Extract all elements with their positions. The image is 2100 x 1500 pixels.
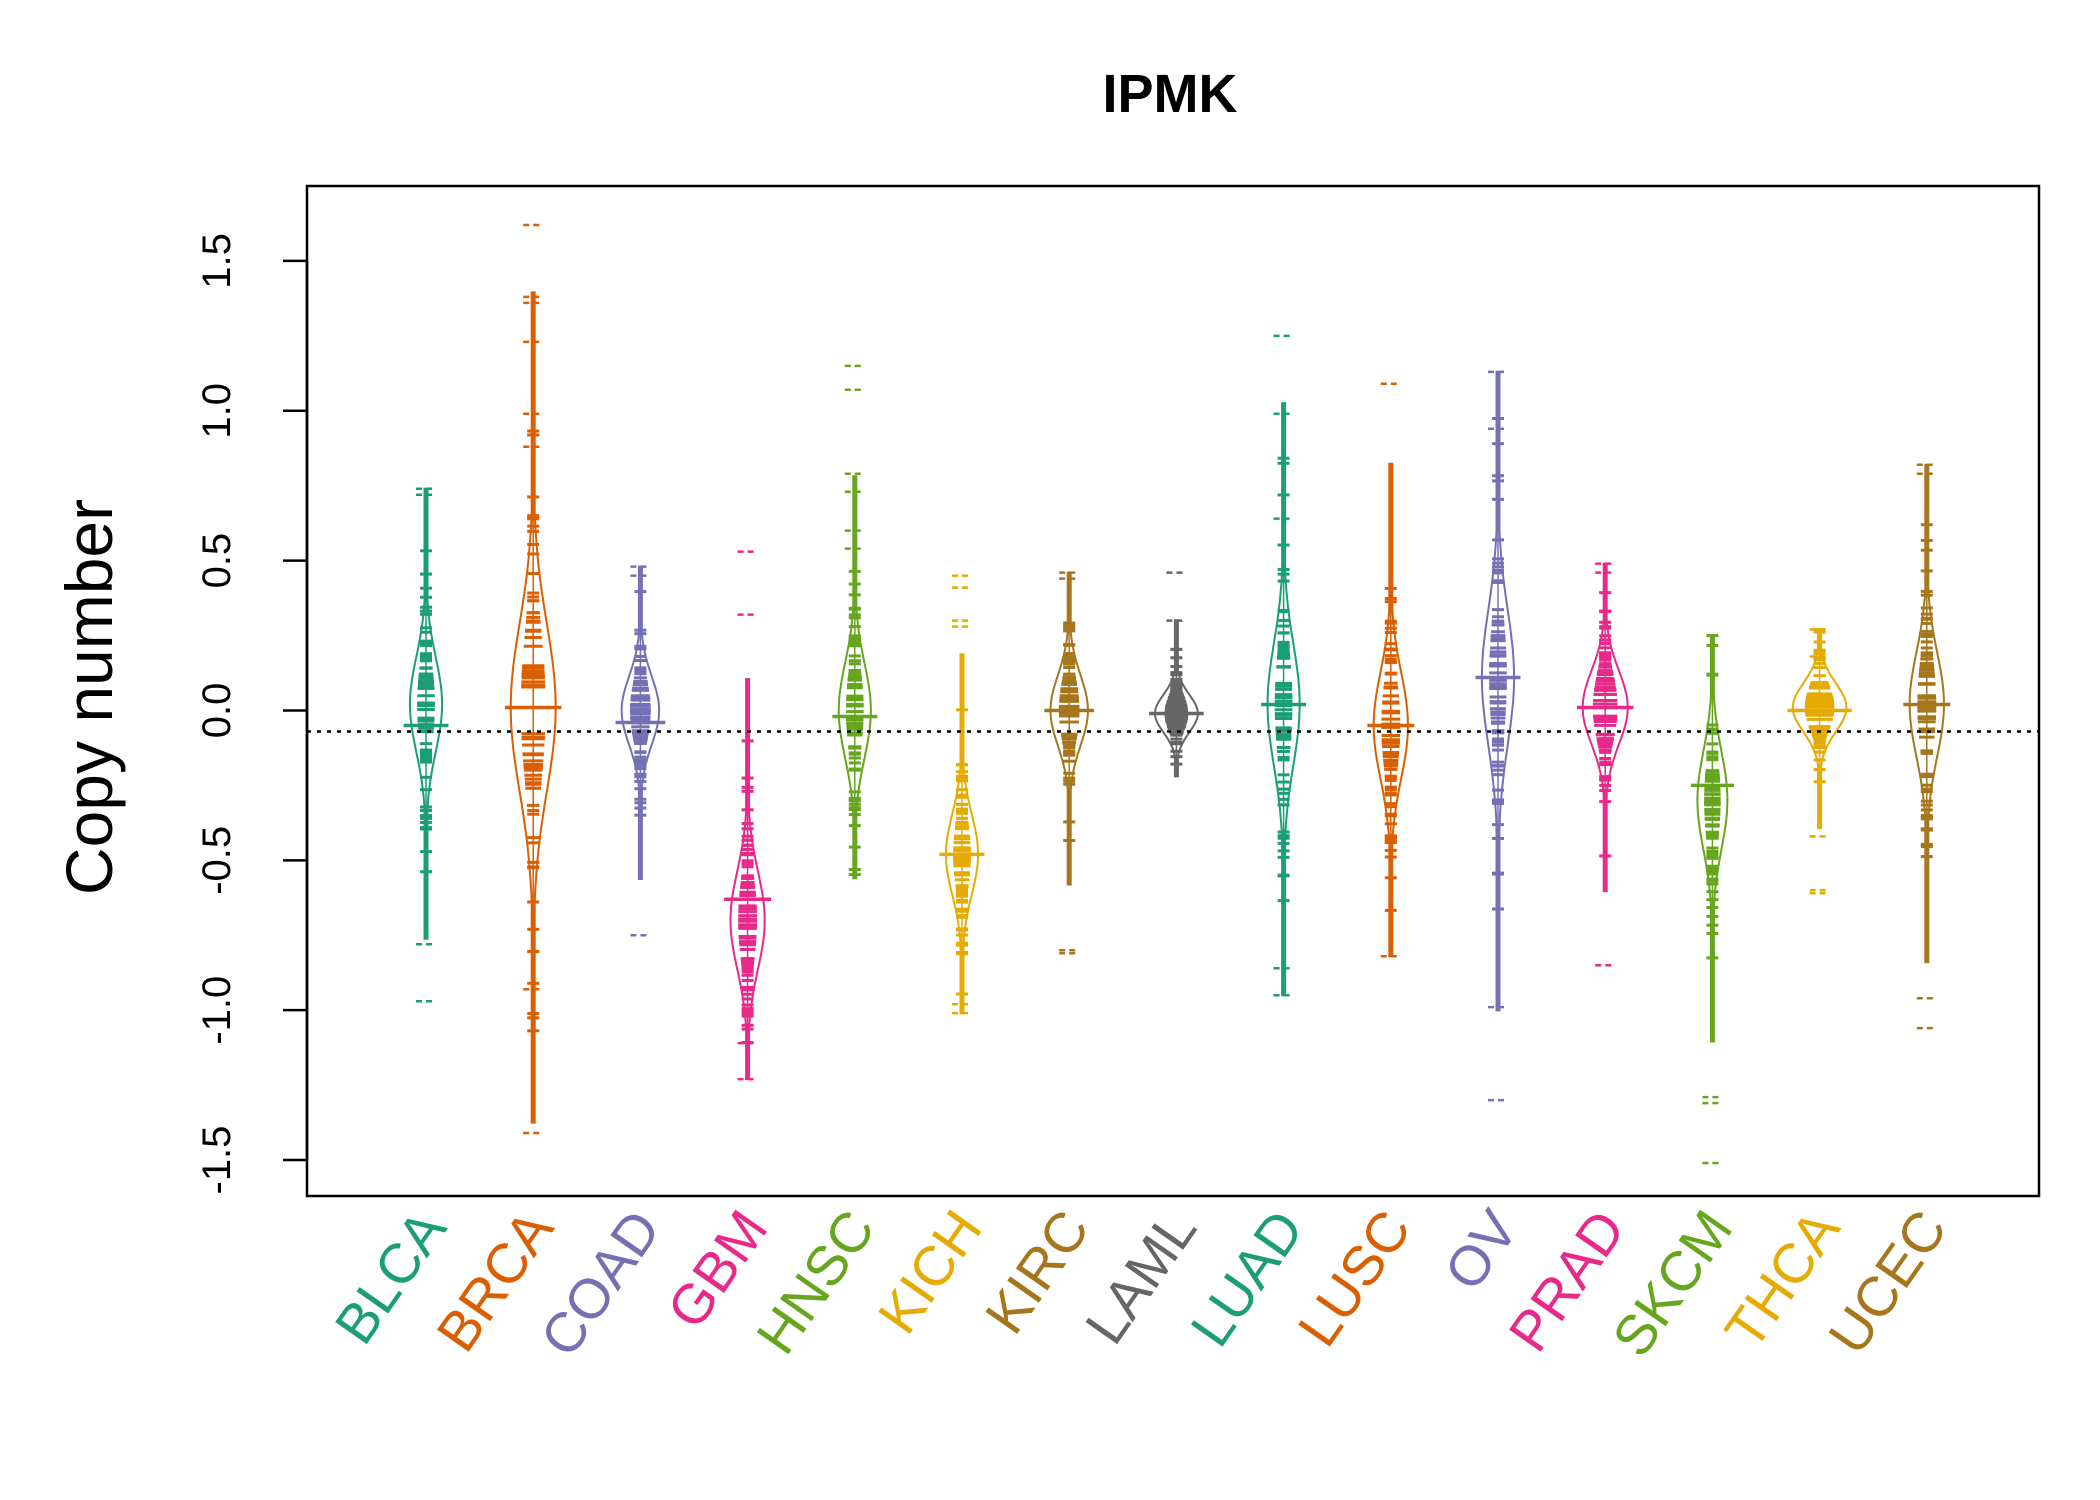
bean-kirc bbox=[1044, 571, 1095, 955]
bean-density-kich bbox=[945, 653, 979, 1015]
x-tick-label-luad: LUAD bbox=[1178, 1199, 1315, 1358]
x-tick-label-kich: KICH bbox=[865, 1199, 993, 1345]
bean-brca bbox=[504, 223, 562, 1135]
bean-laml bbox=[1149, 571, 1204, 778]
bean-kich bbox=[939, 574, 985, 1015]
bean-prad bbox=[1576, 562, 1634, 967]
bean-ov bbox=[1475, 370, 1521, 1102]
bean-density-brca bbox=[509, 291, 557, 1124]
y-axis: -1.5 -1.0 -0.5 0.0 0.5 1.0 1.5 bbox=[195, 233, 309, 1195]
bean-thca bbox=[1787, 628, 1852, 895]
x-tick-label-laml: LAML bbox=[1073, 1199, 1209, 1355]
bean-density-laml bbox=[1153, 619, 1199, 778]
bean-gbm bbox=[724, 550, 772, 1081]
y-tick-label: 0.0 bbox=[195, 683, 239, 739]
bean-lusc bbox=[1367, 382, 1415, 958]
bean-blca bbox=[403, 487, 449, 1003]
bean-density-hnsc bbox=[837, 475, 872, 880]
bean-density-lusc bbox=[1372, 462, 1409, 958]
bean-coad bbox=[615, 565, 666, 937]
bean-hnsc bbox=[832, 364, 878, 880]
chart-title: IPMK bbox=[1103, 64, 1238, 124]
y-tick-label: 0.5 bbox=[195, 533, 239, 589]
x-tick-label-hnsc: HNSC bbox=[744, 1199, 887, 1365]
beans-layer bbox=[403, 223, 1951, 1165]
y-tick-label: -1.5 bbox=[195, 1126, 239, 1195]
y-axis-label: Copy number bbox=[52, 499, 126, 895]
y-tick-label: 1.5 bbox=[195, 233, 239, 289]
y-tick-label: -1.0 bbox=[195, 976, 239, 1045]
x-tick-label-ov: OV bbox=[1432, 1198, 1530, 1301]
y-tick-label: -0.5 bbox=[195, 826, 239, 895]
bean-skcm bbox=[1690, 634, 1734, 1165]
bean-ucec bbox=[1903, 463, 1951, 1030]
y-tick-label: 1.0 bbox=[195, 383, 239, 439]
x-tick-label-lusc: LUSC bbox=[1285, 1199, 1422, 1358]
bean-density-blca bbox=[408, 487, 444, 940]
x-tick-label-ucec: UCEC bbox=[1816, 1199, 1959, 1365]
bean-luad bbox=[1261, 334, 1307, 997]
bean-density-gbm bbox=[729, 678, 766, 1081]
